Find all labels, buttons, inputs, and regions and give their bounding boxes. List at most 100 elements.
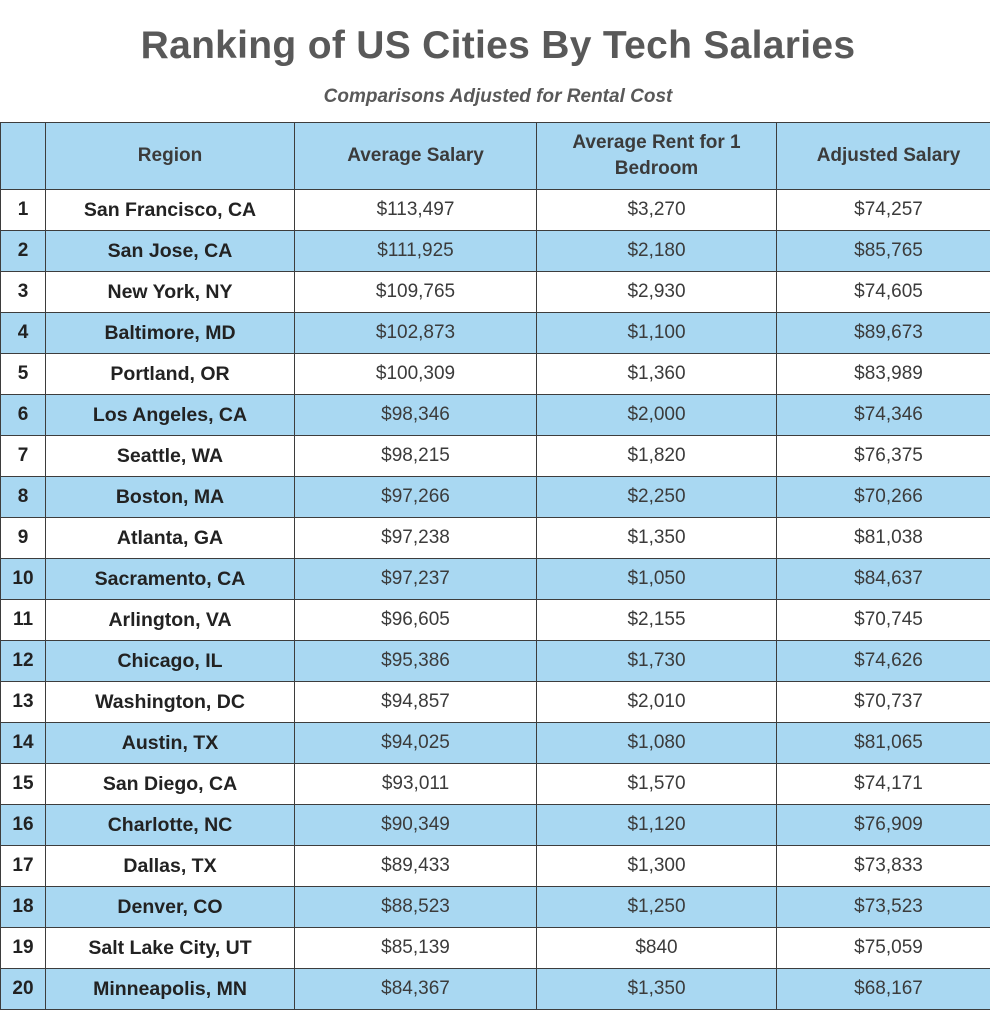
average-rent-cell: $1,120 — [536, 804, 777, 846]
average-rent-cell: $1,080 — [536, 722, 777, 764]
average-salary-cell: $97,238 — [294, 517, 537, 559]
adjusted-salary-cell: $70,745 — [776, 599, 990, 641]
table-row: 2 San Jose, CA $111,925 $2,180 $85,765 — [0, 230, 990, 272]
average-salary-cell: $98,346 — [294, 394, 537, 436]
table-row: 16 Charlotte, NC $90,349 $1,120 $76,909 — [0, 804, 990, 846]
table-row: 15 San Diego, CA $93,011 $1,570 $74,171 — [0, 763, 990, 805]
adjusted-salary-cell: $81,065 — [776, 722, 990, 764]
average-rent-cell: $1,350 — [536, 517, 777, 559]
rank-cell: 18 — [0, 886, 46, 928]
adjusted-salary-cell: $74,257 — [776, 189, 990, 231]
adjusted-salary-cell: $70,737 — [776, 681, 990, 723]
rank-cell: 14 — [0, 722, 46, 764]
rank-cell: 16 — [0, 804, 46, 846]
rank-cell: 2 — [0, 230, 46, 272]
average-salary-cell: $102,873 — [294, 312, 537, 354]
adjusted-salary-cell: $74,605 — [776, 271, 990, 313]
header-rank — [0, 122, 46, 190]
table-row: 9 Atlanta, GA $97,238 $1,350 $81,038 — [0, 517, 990, 559]
rank-cell: 8 — [0, 476, 46, 518]
average-salary-cell: $109,765 — [294, 271, 537, 313]
average-rent-cell: $1,570 — [536, 763, 777, 805]
region-cell: Portland, OR — [45, 353, 295, 395]
region-cell: Dallas, TX — [45, 845, 295, 887]
table-row: 18 Denver, CO $88,523 $1,250 $73,523 — [0, 886, 990, 928]
adjusted-salary-cell: $73,833 — [776, 845, 990, 887]
rank-cell: 15 — [0, 763, 46, 805]
table-row: 3 New York, NY $109,765 $2,930 $74,605 — [0, 271, 990, 313]
average-rent-cell: $1,050 — [536, 558, 777, 600]
average-salary-cell: $90,349 — [294, 804, 537, 846]
average-salary-cell: $98,215 — [294, 435, 537, 477]
table-row: 4 Baltimore, MD $102,873 $1,100 $89,673 — [0, 312, 990, 354]
header-region: Region — [45, 122, 295, 190]
average-salary-cell: $111,925 — [294, 230, 537, 272]
average-salary-cell: $94,857 — [294, 681, 537, 723]
region-cell: Arlington, VA — [45, 599, 295, 641]
average-rent-cell: $1,350 — [536, 968, 777, 1010]
table-row: 11 Arlington, VA $96,605 $2,155 $70,745 — [0, 599, 990, 641]
adjusted-salary-cell: $74,626 — [776, 640, 990, 682]
average-salary-cell: $94,025 — [294, 722, 537, 764]
rank-cell: 1 — [0, 189, 46, 231]
region-cell: San Francisco, CA — [45, 189, 295, 231]
rank-cell: 9 — [0, 517, 46, 559]
region-cell: Atlanta, GA — [45, 517, 295, 559]
average-salary-cell: $96,605 — [294, 599, 537, 641]
average-rent-cell: $1,300 — [536, 845, 777, 887]
adjusted-salary-cell: $68,167 — [776, 968, 990, 1010]
average-salary-cell: $100,309 — [294, 353, 537, 395]
average-rent-cell: $2,155 — [536, 599, 777, 641]
average-rent-cell: $2,000 — [536, 394, 777, 436]
adjusted-salary-cell: $89,673 — [776, 312, 990, 354]
average-rent-cell: $2,250 — [536, 476, 777, 518]
table-body: 1 San Francisco, CA $113,497 $3,270 $74,257 2… — [0, 189, 990, 1010]
average-rent-cell: $2,010 — [536, 681, 777, 723]
region-cell: New York, NY — [45, 271, 295, 313]
region-cell: San Diego, CA — [45, 763, 295, 805]
average-salary-cell: $88,523 — [294, 886, 537, 928]
adjusted-salary-cell: $81,038 — [776, 517, 990, 559]
average-rent-cell: $3,270 — [536, 189, 777, 231]
rank-cell: 5 — [0, 353, 46, 395]
region-cell: Chicago, IL — [45, 640, 295, 682]
average-salary-cell: $85,139 — [294, 927, 537, 969]
header-average-salary: Average Salary — [294, 122, 537, 190]
adjusted-salary-cell: $74,171 — [776, 763, 990, 805]
table-row: 7 Seattle, WA $98,215 $1,820 $76,375 — [0, 435, 990, 477]
average-salary-cell: $84,367 — [294, 968, 537, 1010]
header-adjusted-salary: Adjusted Salary — [776, 122, 990, 190]
table-row: 5 Portland, OR $100,309 $1,360 $83,989 — [0, 353, 990, 395]
table-row: 8 Boston, MA $97,266 $2,250 $70,266 — [0, 476, 990, 518]
adjusted-salary-cell: $76,909 — [776, 804, 990, 846]
salary-table: Region Average Salary Average Rent for 1… — [0, 122, 990, 1010]
average-rent-cell: $1,250 — [536, 886, 777, 928]
table-row: 20 Minneapolis, MN $84,367 $1,350 $68,167 — [0, 968, 990, 1010]
region-cell: Washington, DC — [45, 681, 295, 723]
adjusted-salary-cell: $74,346 — [776, 394, 990, 436]
average-salary-cell: $93,011 — [294, 763, 537, 805]
table-row: 19 Salt Lake City, UT $85,139 $840 $75,059 — [0, 927, 990, 969]
rank-cell: 20 — [0, 968, 46, 1010]
rank-cell: 7 — [0, 435, 46, 477]
region-cell: Seattle, WA — [45, 435, 295, 477]
average-rent-cell: $2,930 — [536, 271, 777, 313]
rank-cell: 6 — [0, 394, 46, 436]
table-row: 17 Dallas, TX $89,433 $1,300 $73,833 — [0, 845, 990, 887]
adjusted-salary-cell: $83,989 — [776, 353, 990, 395]
table-row: 1 San Francisco, CA $113,497 $3,270 $74,257 — [0, 189, 990, 231]
rank-cell: 13 — [0, 681, 46, 723]
average-rent-cell: $1,820 — [536, 435, 777, 477]
table-header-row: Region Average Salary Average Rent for 1… — [0, 122, 990, 190]
rank-cell: 10 — [0, 558, 46, 600]
table-row: 6 Los Angeles, CA $98,346 $2,000 $74,346 — [0, 394, 990, 436]
rank-cell: 4 — [0, 312, 46, 354]
rank-cell: 12 — [0, 640, 46, 682]
chart-subtitle: Comparisons Adjusted for Rental Cost — [323, 86, 673, 107]
average-salary-cell: $97,237 — [294, 558, 537, 600]
average-rent-cell: $1,730 — [536, 640, 777, 682]
table-row: 10 Sacramento, CA $97,237 $1,050 $84,637 — [0, 558, 990, 600]
average-salary-cell: $97,266 — [294, 476, 537, 518]
table-row: 13 Washington, DC $94,857 $2,010 $70,737 — [0, 681, 990, 723]
header-average-rent: Average Rent for 1 Bedroom — [536, 122, 777, 190]
